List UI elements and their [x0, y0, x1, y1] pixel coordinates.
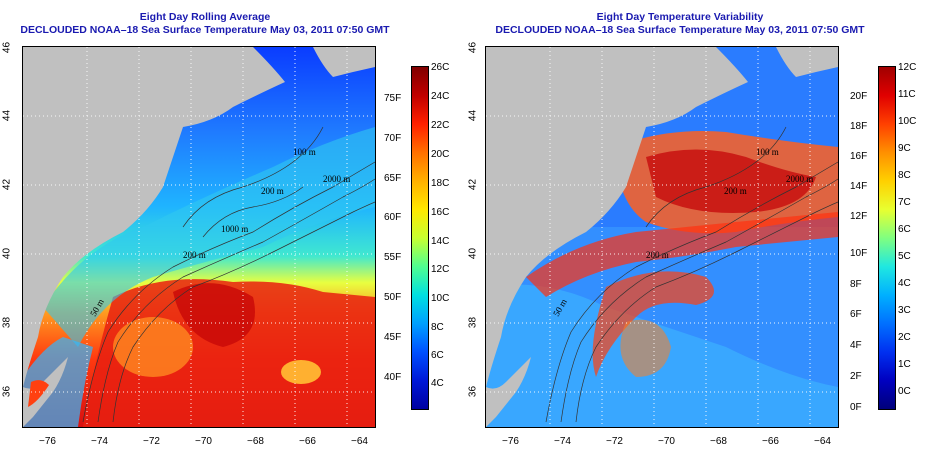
- contour-label: 100 m: [293, 147, 316, 157]
- lon-tick: −66: [762, 436, 779, 447]
- lon-tick: −74: [554, 436, 571, 447]
- lon-tick: −68: [710, 436, 727, 447]
- colorbar-c-label: 11C: [898, 89, 916, 100]
- colorbar-f-label: 70F: [384, 133, 402, 144]
- colorbar-c-label: 26C: [431, 62, 450, 73]
- lat-tick: 44: [467, 109, 479, 122]
- lat-tick: 36: [1, 385, 13, 398]
- colorbar-f-label: 8F: [850, 279, 862, 290]
- colorbar-f-label: 12F: [850, 211, 868, 222]
- variability-panel: Eight Day Temperature Variability DECLOU…: [468, 0, 950, 475]
- colorbar-c-label: 24C: [431, 91, 450, 102]
- contour-label: 200 m: [646, 250, 669, 260]
- average-map-subtitle: DECLOUDED NOAA–18 Sea Surface Temperatur…: [20, 24, 390, 36]
- colorbar-c-label: 20C: [431, 149, 450, 160]
- colorbar-c-label: 16C: [431, 207, 450, 218]
- colorbar-c-label: 18C: [431, 178, 450, 189]
- lat-tick: 46: [467, 41, 479, 54]
- colorbar-c-label: 4C: [898, 278, 911, 289]
- colorbar-c-label: 7C: [898, 197, 911, 208]
- colorbar-c-label: 10C: [898, 116, 917, 127]
- lon-tick: −72: [143, 436, 160, 447]
- variability-map: 100 m 2000 m 200 m 200 m 50 m: [485, 46, 839, 428]
- contour-label: 2000 m: [323, 174, 350, 184]
- colorbar-c-label: 0C: [898, 386, 911, 397]
- colorbar-c-label: 2C: [898, 332, 911, 343]
- lon-tick: −74: [91, 436, 108, 447]
- colorbar-c-label: 12C: [431, 264, 450, 275]
- colorbar-c-label: 12C: [898, 62, 917, 73]
- lat-tick: 42: [1, 178, 13, 191]
- colorbar-c-label: 8C: [898, 170, 911, 181]
- colorbar-c-label: 22C: [431, 120, 450, 131]
- lon-tick: −68: [247, 436, 264, 447]
- colorbar-f-label: 75F: [384, 93, 402, 104]
- lon-tick: −76: [502, 436, 519, 447]
- average-sst-map: 100 m 2000 m 200 m 1000 m 200 m 50 m: [22, 46, 376, 428]
- lon-tick: −64: [814, 436, 831, 447]
- contour-label: 200 m: [724, 186, 747, 196]
- lon-tick: −70: [658, 436, 675, 447]
- colorbar-c-label: 5C: [898, 251, 911, 262]
- colorbar-c-label: 8C: [431, 322, 444, 333]
- colorbar-f-label: 16F: [850, 151, 868, 162]
- colorbar-f-label: 10F: [850, 248, 868, 259]
- lat-tick: 38: [467, 316, 479, 329]
- contour-label: 200 m: [261, 186, 284, 196]
- colorbar-f-label: 60F: [384, 212, 402, 223]
- colorbar-f-label: 18F: [850, 121, 868, 132]
- lat-tick: 38: [1, 316, 13, 329]
- colorbar-f-label: 65F: [384, 173, 402, 184]
- lat-tick: 46: [1, 41, 13, 54]
- colorbar-c-label: 4C: [431, 378, 444, 389]
- colorbar-f-label: 45F: [384, 332, 402, 343]
- colorbar-c-label: 9C: [898, 143, 911, 154]
- contour-label: 200 m: [183, 250, 206, 260]
- colorbar-f-label: 20F: [850, 91, 868, 102]
- contour-label: 100 m: [756, 147, 779, 157]
- lon-tick: −72: [606, 436, 623, 447]
- lat-tick: 40: [1, 247, 13, 260]
- colorbar-f-label: 14F: [850, 181, 868, 192]
- average-sst-panel: Eight Day Rolling Average DECLOUDED NOAA…: [1, 11, 450, 447]
- lon-tick: −70: [195, 436, 212, 447]
- colorbar-c-label: 3C: [898, 305, 911, 316]
- variability-colorbar: [878, 66, 896, 410]
- contour-label: 1000 m: [221, 224, 248, 234]
- colorbar-f-label: 40F: [384, 372, 402, 383]
- colorbar-f-label: 0F: [850, 402, 862, 413]
- contour-label: 2000 m: [786, 174, 813, 184]
- lat-tick: 36: [467, 385, 479, 398]
- average-map-title: Eight Day Rolling Average: [139, 11, 271, 23]
- colorbar-c-label: 6C: [431, 350, 444, 361]
- colorbar-c-label: 10C: [431, 293, 450, 304]
- variability-map-title: Eight Day Temperature Variability: [596, 11, 764, 23]
- variability-map-subtitle: DECLOUDED NOAA–18 Sea Surface Temperatur…: [495, 24, 865, 36]
- lat-tick: 42: [467, 178, 479, 191]
- colorbar-f-label: 50F: [384, 292, 402, 303]
- lon-tick: −76: [39, 436, 56, 447]
- temperature-colorbar: [411, 66, 429, 410]
- colorbar-f-label: 4F: [850, 340, 862, 351]
- lat-tick: 40: [467, 247, 479, 260]
- lon-tick: −66: [299, 436, 316, 447]
- colorbar-c-label: 6C: [898, 224, 911, 235]
- lon-tick: −64: [351, 436, 368, 447]
- colorbar-f-label: 2F: [850, 371, 862, 382]
- colorbar-f-label: 6F: [850, 309, 862, 320]
- colorbar-f-label: 55F: [384, 252, 402, 263]
- lat-tick: 44: [1, 109, 13, 122]
- colorbar-c-label: 14C: [431, 236, 450, 247]
- colorbar-c-label: 1C: [898, 359, 911, 370]
